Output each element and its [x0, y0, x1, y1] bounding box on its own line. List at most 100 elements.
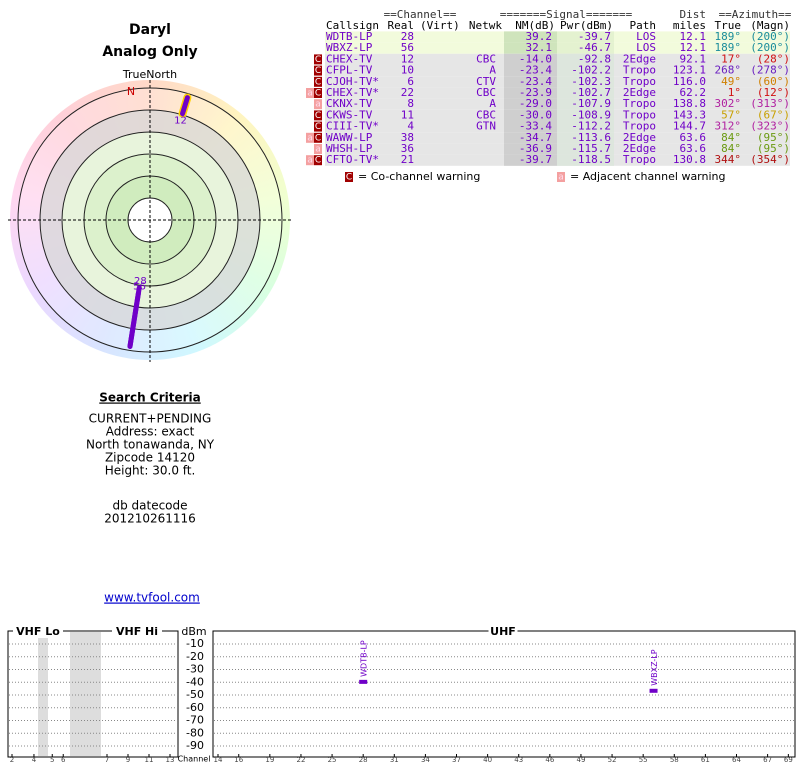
cell-true: 302° — [715, 97, 742, 110]
warning-icon-text: C — [315, 156, 321, 166]
cell-callsign: WBXZ-LP — [326, 41, 373, 54]
cell-netwk: CBC — [476, 52, 496, 65]
column-header: True — [715, 19, 742, 32]
radar-label: 56 — [133, 281, 146, 292]
criteria-title: Search Criteria — [99, 391, 200, 405]
warning-icon — [345, 172, 353, 182]
warning-icon-text: C — [315, 77, 321, 87]
warning-icon — [306, 88, 314, 98]
cell-path: 2Edge — [623, 131, 656, 144]
x-tick-label: 11 — [145, 756, 154, 764]
warning-icon — [314, 121, 322, 132]
y-tick-label: -70 — [186, 714, 204, 727]
cell-path: Tropo — [623, 108, 656, 121]
pwr-cell — [557, 87, 614, 99]
cell-true: 189° — [715, 41, 742, 54]
y-tick-label: -80 — [186, 726, 204, 739]
signal-label: WBXZ-LP — [650, 649, 659, 686]
cell-magn: (323°) — [750, 120, 790, 133]
warning-icon-text: a — [315, 100, 321, 110]
panel-title-bg — [488, 626, 518, 638]
y-axis-label: dBm — [181, 625, 206, 638]
radar-label: 28 — [134, 276, 147, 287]
x-tick-label: 4 — [32, 756, 37, 764]
group-header: =======Signal======= — [500, 8, 633, 21]
location-name: Daryl — [129, 22, 171, 38]
cell-path: LOS — [636, 41, 656, 54]
criteria-line: Zipcode 14120 — [105, 451, 195, 465]
x-tick-label: 52 — [608, 756, 617, 764]
y-tick-label: -50 — [186, 688, 204, 701]
cell-true: 189° — [715, 30, 742, 43]
cell-magn: (95°) — [757, 131, 790, 144]
cell-true: 49° — [721, 75, 741, 88]
warning-icon-text: C — [315, 111, 321, 121]
cell-path: Tropo — [623, 97, 656, 110]
cell-dist: 143.3 — [673, 108, 706, 121]
cell-real: 4 — [407, 120, 414, 133]
x-tick-label: 67 — [763, 756, 772, 764]
cell-dist: 12.1 — [680, 30, 707, 43]
cell-pwr: -118.5 — [571, 153, 611, 166]
north-mark: N — [127, 85, 135, 98]
x-tick-label: 61 — [701, 756, 710, 764]
site-link[interactable]: www.tvfool.com — [104, 591, 200, 605]
cell-path: 2Edge — [623, 52, 656, 65]
warning-icon-text: C — [315, 55, 321, 65]
warning-icon — [306, 132, 314, 143]
cell-magn: (313°) — [750, 97, 790, 110]
cell-real: 21 — [401, 153, 414, 166]
cell-dist: 63.6 — [680, 131, 707, 144]
cell-pwr: -115.7 — [571, 142, 611, 155]
nm-cell — [504, 31, 557, 43]
cell-magn: (95°) — [757, 142, 790, 155]
warning-icon-text: C — [315, 122, 321, 132]
cell-real: 56 — [401, 41, 414, 54]
x-tick-label: 7 — [105, 756, 109, 764]
subtitle: Analog Only — [102, 44, 197, 60]
warning-icon — [314, 110, 322, 121]
x-tick-label: 69 — [784, 756, 793, 764]
y-tick-label: -10 — [186, 637, 204, 650]
cell-callsign: CHEX-TV* — [326, 86, 379, 99]
cell-nm: 32.1 — [526, 41, 553, 54]
pwr-cell — [557, 65, 614, 77]
criteria-line: Height: 30.0 ft. — [105, 464, 196, 478]
y-tick-label: -90 — [186, 739, 204, 752]
nm-cell — [504, 143, 557, 155]
pwr-cell — [557, 109, 614, 121]
y-tick-label: -40 — [186, 675, 204, 688]
cell-callsign: CKNX-TV — [326, 97, 373, 110]
cell-dist: 123.1 — [673, 64, 706, 77]
nm-cell — [504, 76, 557, 88]
nm-cell — [504, 98, 557, 110]
cell-netwk: CTV — [476, 75, 496, 88]
cell-dist: 12.1 — [680, 41, 707, 54]
nm-cell — [504, 42, 557, 54]
cell-pwr: -102.7 — [571, 86, 611, 99]
cell-magn: (200°) — [750, 30, 790, 43]
cell-real: 28 — [401, 30, 414, 43]
y-tick-label: -30 — [186, 663, 204, 676]
cell-path: Tropo — [623, 153, 656, 166]
cell-path: LOS — [636, 30, 656, 43]
x-tick-label: 46 — [545, 756, 554, 764]
cell-dist: 92.1 — [680, 52, 707, 65]
cell-nm: -14.0 — [519, 52, 552, 65]
warning-icon-text: a — [307, 133, 313, 143]
x-tick-label: 9 — [126, 756, 130, 764]
x-tick-label: 40 — [483, 756, 492, 764]
cell-true: 312° — [715, 120, 742, 133]
pwr-cell — [557, 121, 614, 133]
column-header: Real — [388, 19, 415, 32]
pwr-cell — [557, 132, 614, 144]
cell-netwk: CBC — [476, 86, 496, 99]
cell-real: 36 — [401, 142, 414, 155]
cell-callsign: CFPL-TV — [326, 64, 373, 77]
cell-callsign: WAWW-LP — [326, 131, 373, 144]
nm-cell — [504, 87, 557, 99]
panel-title: VHF Hi — [116, 625, 158, 638]
cell-pwr: -102.3 — [571, 75, 611, 88]
